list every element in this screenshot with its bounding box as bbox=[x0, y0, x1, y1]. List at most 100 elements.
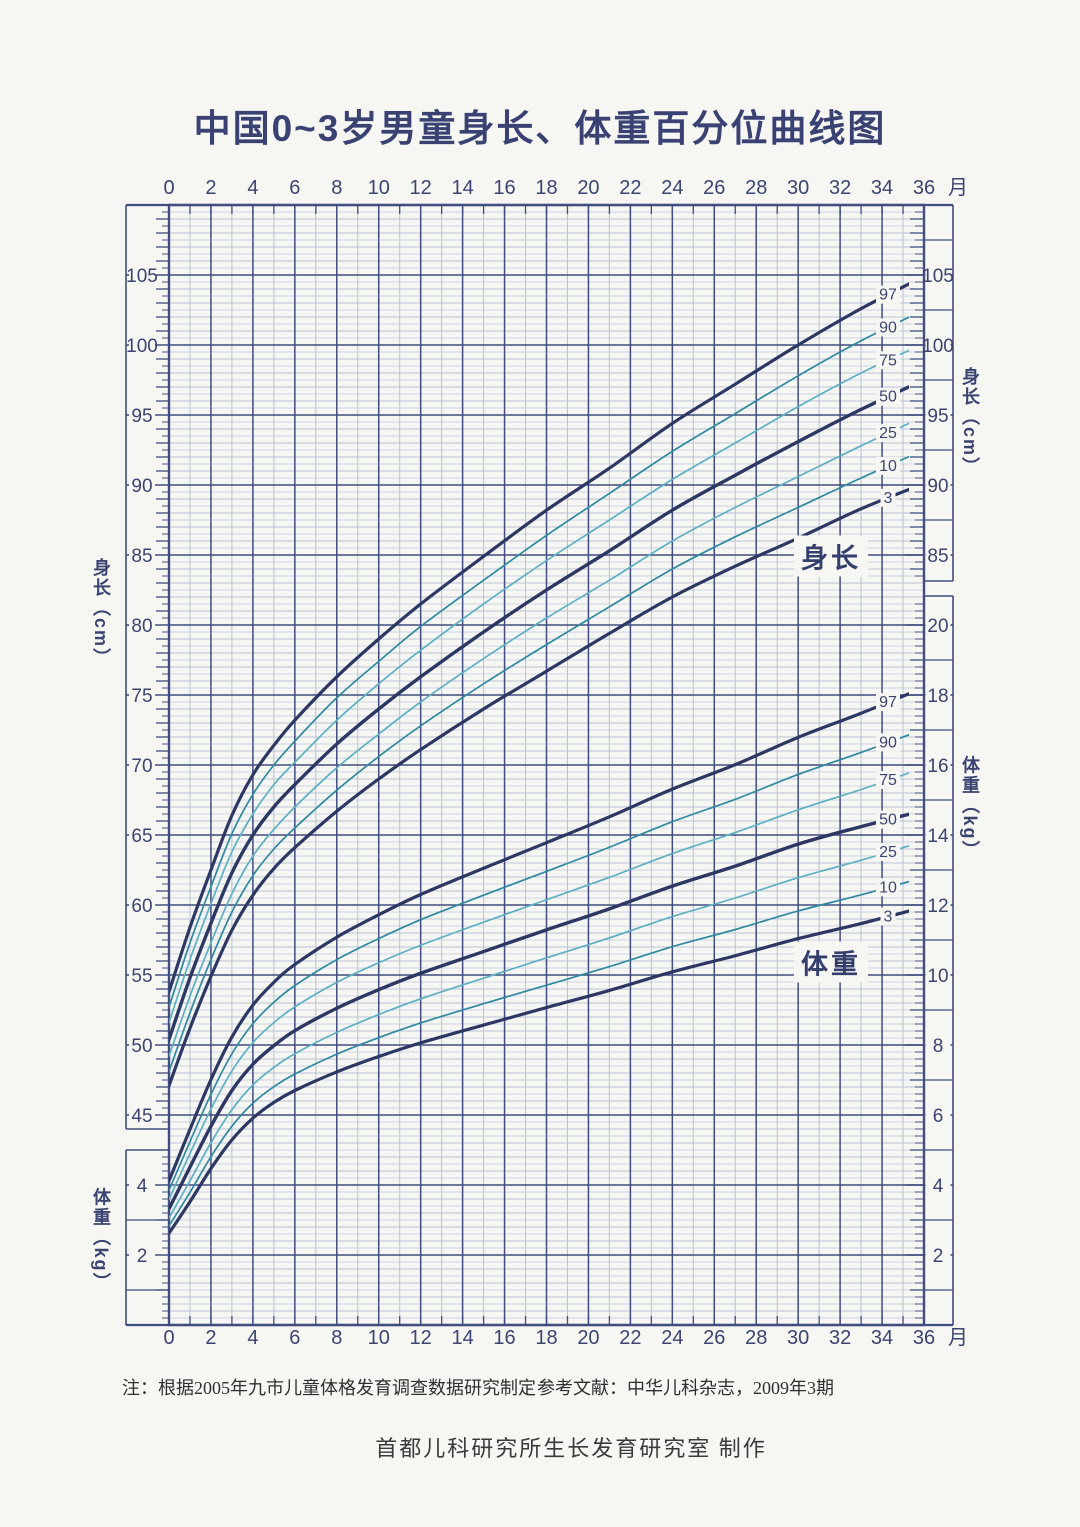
month-label-bottom: 18 bbox=[535, 1327, 557, 1349]
height-axis-value: 85 bbox=[131, 546, 152, 567]
ruler-label-bg bbox=[925, 966, 951, 984]
percentile-label-bg bbox=[876, 387, 900, 406]
left-height-axis-label: 身长（cm） bbox=[91, 557, 111, 669]
height-curve-p3 bbox=[169, 487, 909, 1088]
weight-axis-value: 14 bbox=[927, 826, 949, 847]
month-label-top: 16 bbox=[493, 177, 515, 199]
weight-percentile-label-75: 75 bbox=[879, 772, 897, 789]
month-label-top: 10 bbox=[368, 177, 390, 199]
weight-percentile-label-10: 10 bbox=[879, 879, 897, 896]
month-label-bottom: 26 bbox=[703, 1327, 725, 1349]
percentile-label-bg bbox=[880, 488, 896, 507]
percentile-label-bg bbox=[876, 318, 900, 337]
height-curve-p25 bbox=[169, 422, 909, 1058]
month-label-top: 30 bbox=[787, 177, 809, 199]
right-weight-axis-label: 体重（kg） bbox=[960, 755, 980, 861]
weight-axis-value: 2 bbox=[137, 1246, 148, 1267]
month-label-top: 14 bbox=[451, 177, 473, 199]
credit-line: 首都儿科研究所生长发育研究室 制作 bbox=[375, 1436, 767, 1461]
ruler-label-bg bbox=[925, 336, 951, 354]
ruler-label-bg bbox=[129, 1246, 155, 1264]
right-height-axis-label: 身长（cm） bbox=[960, 366, 980, 478]
percentile-label-bg bbox=[876, 733, 900, 752]
ruler-label-bg bbox=[129, 1176, 155, 1194]
weight-axis-value: 8 bbox=[933, 1036, 944, 1057]
height-axis-value: 85 bbox=[927, 546, 948, 567]
ruler-label-bg bbox=[129, 686, 155, 704]
weight-axis-value: 2 bbox=[933, 1246, 944, 1267]
weight-percentile-label-97: 97 bbox=[879, 694, 897, 711]
weight-axis-value: 12 bbox=[927, 896, 948, 917]
weight-axis-value: 16 bbox=[927, 756, 948, 777]
footnote-note: 注：根据2005年九市儿童体格发育调查数据研究制定 bbox=[122, 1378, 536, 1398]
height-axis-value: 55 bbox=[131, 966, 152, 987]
height-axis-value: 100 bbox=[922, 336, 954, 357]
month-label-bottom: 8 bbox=[331, 1327, 342, 1349]
percentile-curves bbox=[169, 282, 909, 1235]
height-axis-value: 90 bbox=[927, 476, 948, 497]
month-label-bottom: 4 bbox=[247, 1327, 258, 1349]
ruler-label-bg bbox=[925, 266, 951, 284]
weight-curve-p97 bbox=[169, 692, 909, 1183]
month-label-top: 34 bbox=[871, 177, 893, 199]
height-percentile-label-10: 10 bbox=[879, 458, 897, 475]
height-axis-value: 45 bbox=[131, 1106, 152, 1127]
weight-curve-p3 bbox=[169, 909, 909, 1235]
height-curves-label: 身长 bbox=[794, 535, 868, 577]
month-label-bottom: 30 bbox=[787, 1327, 809, 1349]
month-unit-bottom: 月 bbox=[948, 1327, 968, 1349]
ruler-label-bg bbox=[129, 476, 155, 494]
month-label-top: 20 bbox=[577, 177, 599, 199]
plot-frame bbox=[126, 203, 953, 1327]
ruler-label-bg bbox=[925, 1176, 951, 1194]
weight-percentile-label-90: 90 bbox=[879, 734, 897, 751]
month-label-bottom: 2 bbox=[205, 1327, 216, 1349]
month-label-top: 2 bbox=[205, 177, 216, 199]
month-label-bottom: 14 bbox=[451, 1327, 473, 1349]
month-label-top: 32 bbox=[829, 177, 851, 199]
height-axis-value: 95 bbox=[131, 406, 152, 427]
month-label-bottom: 32 bbox=[829, 1327, 851, 1349]
height-axis-value: 105 bbox=[922, 266, 954, 287]
month-label-top: 18 bbox=[535, 177, 557, 199]
month-label-bottom: 24 bbox=[661, 1327, 683, 1349]
month-label-bottom: 36 bbox=[913, 1327, 935, 1349]
labels: 0 2 4 6 8 10 12 14 16 18 20 22 24 26 28 30 32 34 36 月0 2 4 6 8 1… bbox=[163, 177, 968, 1349]
ruler-label-bg bbox=[129, 1106, 155, 1124]
ruler-label-bg bbox=[925, 686, 951, 704]
ruler-label-bg bbox=[925, 616, 951, 634]
weight-axis-value: 6 bbox=[933, 1106, 944, 1127]
percentile-label-bg bbox=[876, 878, 900, 897]
weight-axis-value: 20 bbox=[927, 616, 948, 637]
month-label-bottom: 16 bbox=[493, 1327, 515, 1349]
percentile-label-bg bbox=[880, 907, 896, 926]
height-curve-p10 bbox=[169, 455, 909, 1073]
height-axis-value: 70 bbox=[131, 756, 152, 777]
month-label-top: 28 bbox=[745, 177, 767, 199]
percentile-label-bg bbox=[876, 810, 900, 829]
weight-axis-value: 4 bbox=[933, 1176, 944, 1197]
month-unit-top: 月 bbox=[948, 177, 968, 199]
ruler-label-bg bbox=[925, 406, 951, 424]
height-percentile-label-3: 3 bbox=[884, 490, 893, 507]
percentile-label-bg bbox=[876, 693, 900, 712]
left-weight-axis-label: 体重（kg） bbox=[91, 1187, 111, 1293]
height-axis-value: 65 bbox=[131, 826, 152, 847]
percentile-label-bg bbox=[876, 351, 900, 370]
page-title: 中国0~3岁男童身长、体重百分位曲线图 bbox=[193, 108, 887, 149]
ruler-label-bg bbox=[129, 896, 155, 914]
month-label-top: 24 bbox=[661, 177, 683, 199]
month-label-top: 12 bbox=[410, 177, 432, 199]
month-label-bottom: 6 bbox=[289, 1327, 300, 1349]
height-axis-value: 100 bbox=[126, 336, 158, 357]
height-percentile-label-75: 75 bbox=[879, 352, 897, 369]
height-curve-p50 bbox=[169, 385, 909, 1042]
month-label-top: 4 bbox=[247, 177, 258, 199]
height-axis-value: 60 bbox=[131, 896, 152, 917]
month-label-top: 6 bbox=[289, 177, 300, 199]
weight-curve-p90 bbox=[169, 733, 909, 1192]
ruler-label-bg bbox=[925, 756, 951, 774]
weight-curve-p75 bbox=[169, 772, 909, 1201]
height-axis-value: 80 bbox=[131, 616, 152, 637]
